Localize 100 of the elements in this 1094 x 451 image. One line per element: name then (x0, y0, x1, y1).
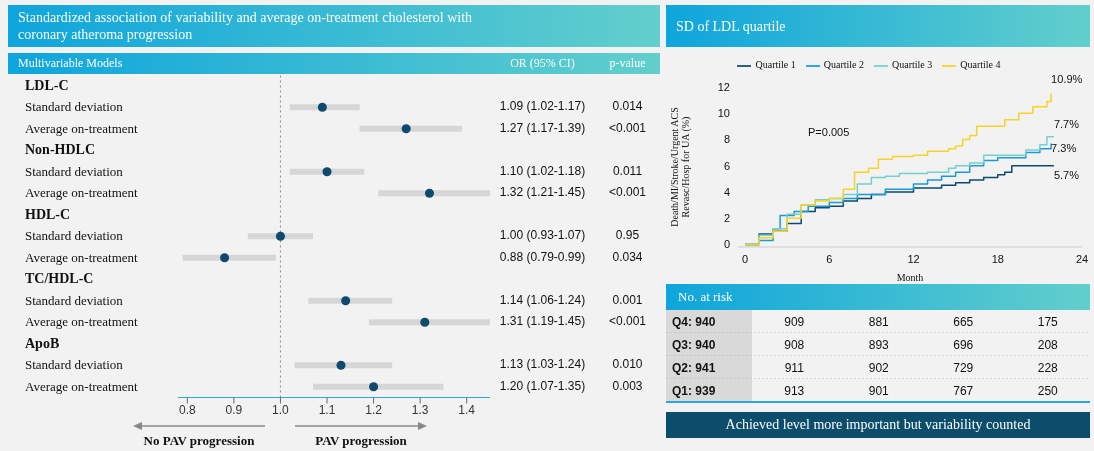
data-label: 1.13 (1.03-1.24) (498, 357, 587, 372)
point (322, 167, 332, 177)
data-label: 893 (868, 338, 890, 352)
y-tick-label: 10 (717, 107, 730, 120)
chart-title: SD of LDL quartile (676, 17, 786, 35)
y-tick-label: Average on-treatment (25, 314, 139, 330)
data-label: 913 (784, 384, 805, 398)
annotation: 7.7% (1053, 117, 1079, 130)
y-tick-label: HDL-C (25, 206, 71, 222)
text: 0.001 (611, 292, 644, 307)
data-label: 250 (1037, 384, 1059, 398)
x-tick-label: 12 (907, 252, 920, 265)
x-axis-title: Month (896, 272, 924, 283)
x-tick-label: 18 (991, 252, 1004, 265)
text: 0.014 (611, 99, 644, 114)
data-label: 665 (953, 315, 974, 329)
text: 0.010 (611, 357, 644, 372)
data-label: 909 (784, 315, 805, 329)
data-label: 208 (1037, 338, 1059, 352)
legend-label: Quartile 4 (960, 59, 1001, 71)
y-tick-label: Q3: 940 (672, 338, 716, 352)
data-label: 729 (953, 361, 974, 375)
x-tick-label: 1.4 (458, 403, 476, 418)
y-tick-label: Average on-treatment (25, 120, 139, 136)
x-tick-label: 1.0 (272, 403, 290, 418)
data-label: 1.27 (1.17-1.39) (498, 120, 587, 135)
annotation: P=0.005 (808, 126, 850, 138)
data-label: 1.10 (1.02-1.18) (498, 163, 587, 178)
y-tick-label: Non-HDLC (25, 142, 96, 158)
point (420, 317, 430, 327)
y-tick-label: ApoB (25, 335, 60, 351)
data-label: 696 (953, 338, 974, 352)
x-tick-label: 6 (826, 252, 833, 265)
text: <0.001 (607, 185, 647, 200)
legend-label: Quartile 2 (823, 59, 864, 71)
data-label: 902 (868, 361, 890, 375)
data-label: 767 (953, 384, 974, 398)
point (401, 124, 411, 134)
annotation: 5.7% (1053, 168, 1079, 181)
y-axis-title: Death/MI/Stroke/Urgent ACS Revasc/Hosp for UA (%) (669, 107, 692, 227)
data-label: 901 (868, 384, 890, 398)
y-tick-label: Average on-treatment (25, 378, 139, 394)
x-tick-label: 1.2 (365, 403, 383, 418)
y-tick-label: Standard deviation (25, 357, 124, 373)
x-tick-label: 0 (741, 252, 749, 265)
y-tick-label: 4 (723, 185, 730, 198)
data-label: 228 (1037, 361, 1059, 375)
data-label: 1.31 (1.19-1.45) (498, 314, 587, 329)
data-label: 1.14 (1.06-1.24) (498, 292, 587, 307)
point (341, 296, 351, 306)
text: 0.034 (611, 249, 644, 264)
legend-label: Quartile 1 (755, 59, 796, 71)
data-label: 1.09 (1.02-1.17) (498, 99, 587, 114)
data-label: 1.20 (1.07-1.35) (498, 378, 587, 393)
point (369, 382, 379, 392)
text: <0.001 (607, 314, 647, 329)
y-tick-label: 0 (723, 238, 730, 251)
y-tick-label: Standard deviation (25, 99, 124, 115)
y-tick-label: 8 (723, 133, 730, 146)
y-tick-label: Q2: 941 (672, 361, 716, 375)
chart-title: No. at risk (666, 284, 1090, 310)
text: PAV progression (314, 433, 408, 449)
y-tick-label: TC/HDL-C (25, 271, 94, 287)
annotation: 7.3% (1051, 142, 1077, 155)
text: <0.001 (607, 120, 647, 135)
x-tick-label: 0.8 (178, 403, 196, 418)
point (275, 231, 285, 241)
y-axis-title: Multivariable Models (18, 56, 123, 71)
y-tick-label: Standard deviation (25, 228, 124, 244)
x-tick-label: 1.3 (411, 403, 429, 418)
text: p-value (608, 56, 647, 71)
point (424, 188, 434, 198)
data-label: 0.88 (0.79-0.99) (498, 249, 587, 264)
text: 10.9% (1051, 72, 1083, 85)
y-tick-label: Q4: 940 (672, 315, 716, 329)
point (336, 360, 346, 370)
text: Achieved level more important but variability counted (666, 412, 1090, 438)
text: No PAV progression (142, 433, 256, 449)
data-label: 1.00 (0.93-1.07) (498, 228, 587, 243)
text: 0.95 (614, 228, 641, 243)
data-label: 881 (868, 315, 890, 329)
x-tick-label: 1.1 (318, 403, 336, 418)
y-tick-label: Standard deviation (25, 292, 124, 308)
y-tick-label: Average on-treatment (25, 185, 139, 201)
text: 0.011 (611, 163, 644, 178)
chart-title: Standardized association of variability and average on-treatment cholesterol with coronary atheroma progression (18, 9, 474, 43)
x-tick-label: 0.9 (225, 403, 243, 418)
y-tick-label: 2 (723, 212, 730, 225)
data-label: 175 (1037, 315, 1059, 329)
y-tick-label: 6 (723, 159, 730, 172)
y-tick-label: Average on-treatment (25, 249, 139, 265)
legend-label: Quartile 3 (892, 59, 933, 71)
text: 0.003 (611, 378, 644, 393)
y-tick-label: 12 (717, 80, 730, 93)
data-label: 911 (784, 361, 805, 375)
point (317, 102, 327, 112)
text: OR (95% CI) (509, 56, 576, 71)
data-label: 1.32 (1.21-1.45) (498, 185, 587, 200)
y-tick-label: Standard deviation (25, 163, 124, 179)
y-tick-label: Q1: 939 (672, 384, 716, 398)
